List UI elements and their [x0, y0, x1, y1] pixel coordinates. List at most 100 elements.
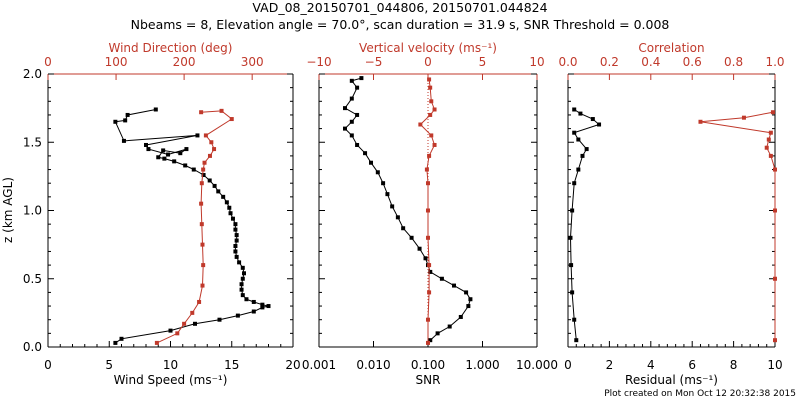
data-point-top — [428, 112, 433, 117]
data-point-bottom — [191, 167, 196, 172]
data-point-top — [182, 321, 187, 326]
bottom-tick-label: 10 — [163, 358, 178, 372]
data-point-bottom — [349, 133, 354, 138]
series-line-top — [700, 111, 776, 341]
data-point-bottom — [125, 112, 130, 117]
data-point-bottom — [234, 254, 239, 259]
data-point-top — [199, 222, 204, 227]
data-point-bottom — [251, 309, 256, 314]
data-point-bottom — [113, 340, 118, 345]
data-point-bottom — [230, 216, 235, 221]
data-point-bottom — [574, 338, 579, 343]
panel-snr-vertical-velocity: 0.001 0.010 0.100 1.000 10.000 SNR −10 −5 0 5 10 Ve… — [302, 41, 558, 387]
data-point-top — [199, 110, 204, 115]
data-point-top — [432, 142, 437, 147]
data-point-bottom — [234, 233, 239, 238]
data-point-bottom — [193, 321, 197, 326]
bottom-tick-label: 0.100 — [411, 358, 445, 372]
series-line-top — [156, 110, 233, 344]
data-point-top — [175, 331, 180, 336]
data-point-bottom — [166, 152, 171, 157]
data-point-bottom — [570, 290, 575, 295]
data-point-top — [432, 107, 437, 112]
data-point-bottom — [156, 155, 161, 160]
top-tick-label: 0.4 — [641, 55, 660, 69]
data-point-bottom — [260, 302, 265, 307]
data-point-bottom — [228, 211, 233, 216]
data-point-bottom — [217, 317, 222, 322]
data-point-bottom — [447, 324, 452, 329]
data-point-bottom — [428, 338, 433, 343]
data-point-bottom — [576, 167, 581, 172]
data-point-bottom — [349, 78, 354, 83]
data-point-bottom — [572, 181, 577, 186]
data-point-top — [201, 263, 206, 268]
data-point-bottom — [343, 126, 348, 131]
data-point-top — [426, 235, 430, 240]
data-point-bottom — [119, 336, 124, 341]
bottom-axis-label: SNR — [416, 373, 441, 387]
data-point-bottom — [349, 119, 354, 124]
data-point-top — [741, 115, 746, 120]
bottom-tick-label: 6 — [688, 358, 696, 372]
data-point-top — [773, 167, 777, 172]
data-point-bottom — [242, 271, 246, 276]
series-line-bottom — [569, 109, 600, 341]
data-point-top — [427, 153, 432, 158]
data-point-bottom — [172, 159, 177, 164]
top-tick-label: 10 — [529, 55, 544, 69]
data-point-top — [219, 108, 224, 113]
data-point-bottom — [590, 117, 595, 122]
data-point-bottom — [239, 287, 244, 292]
data-point-top — [428, 85, 433, 90]
data-point-top — [424, 167, 429, 172]
y-tick-label: 1.0 — [23, 204, 42, 218]
data-point-bottom — [576, 137, 581, 142]
data-point-bottom — [146, 147, 151, 152]
data-point-bottom — [244, 297, 249, 302]
data-point-bottom — [395, 215, 400, 220]
data-point-bottom — [355, 142, 360, 147]
data-point-bottom — [227, 205, 232, 210]
data-point-bottom — [266, 304, 271, 309]
data-point-bottom — [195, 133, 200, 138]
data-point-bottom — [375, 170, 380, 175]
data-point-bottom — [584, 147, 589, 152]
title-line-1: VAD_08_20150701_044806, 20150701.044824 — [252, 0, 547, 15]
top-axis-label: Wind Direction (deg) — [109, 41, 233, 55]
top-tick-label: 0.0 — [558, 55, 577, 69]
data-point-top — [429, 99, 434, 104]
top-tick-label: 0.8 — [724, 55, 743, 69]
data-point-bottom — [233, 243, 238, 248]
data-point-bottom — [369, 160, 374, 165]
data-point-top — [229, 117, 234, 122]
data-point-bottom — [385, 192, 390, 197]
data-point-bottom — [216, 189, 221, 194]
data-point-bottom — [121, 138, 126, 143]
y-tick-label: 0.5 — [23, 272, 42, 286]
bottom-tick-label: 20 — [285, 358, 300, 372]
top-tick-label: 300 — [241, 55, 264, 69]
data-point-bottom — [452, 283, 457, 288]
data-point-bottom — [568, 235, 573, 240]
bottom-tick-label: 4 — [647, 358, 655, 372]
data-point-top — [418, 122, 423, 127]
bottom-tick-label: 0 — [564, 358, 572, 372]
data-point-top — [199, 181, 204, 186]
data-point-bottom — [153, 107, 158, 112]
bottom-tick-label: 10 — [767, 358, 782, 372]
data-point-bottom — [162, 156, 167, 161]
data-point-bottom — [113, 119, 118, 124]
data-point-bottom — [207, 178, 212, 183]
data-point-bottom — [260, 305, 265, 310]
data-point-bottom — [570, 208, 575, 213]
bottom-tick-label: 15 — [224, 358, 239, 372]
y-axis-label: z (km AGL) — [1, 177, 15, 243]
data-point-bottom — [572, 107, 577, 112]
data-point-bottom — [355, 85, 360, 90]
data-point-bottom — [423, 256, 428, 261]
data-point-top — [202, 160, 207, 165]
data-point-bottom — [144, 142, 148, 147]
data-point-top — [212, 147, 217, 152]
data-point-bottom — [161, 148, 166, 153]
